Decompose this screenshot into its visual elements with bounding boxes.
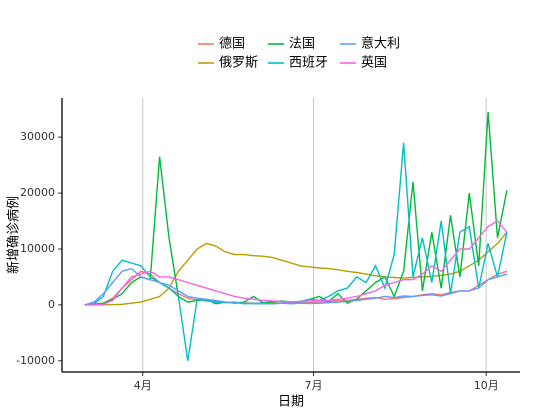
y-axis-title: 新增确诊病例	[6, 196, 22, 274]
series-line	[84, 220, 508, 306]
series-line	[84, 111, 508, 306]
legend-label: 德国	[219, 37, 245, 52]
legend-label: 俄罗斯	[219, 56, 258, 71]
series-line	[84, 142, 508, 361]
y-tick-label: 0	[48, 298, 55, 311]
x-tick-label: 4月	[134, 379, 152, 392]
x-axis-title: 日期	[278, 395, 304, 410]
series-line	[84, 231, 508, 306]
x-tick-label: 10月	[474, 379, 499, 392]
legend-label: 意大利	[361, 36, 400, 52]
y-tick-label: 30000	[20, 130, 55, 143]
y-tick-label: -10000	[16, 354, 55, 367]
legend-label: 西班牙	[289, 56, 328, 71]
series-line	[84, 267, 508, 306]
legend-label: 英国	[361, 56, 387, 71]
legend-label: 法国	[289, 37, 315, 52]
y-tick-label: 10000	[20, 242, 55, 255]
x-tick-label: 7月	[305, 379, 323, 392]
y-tick-label: 20000	[20, 186, 55, 199]
